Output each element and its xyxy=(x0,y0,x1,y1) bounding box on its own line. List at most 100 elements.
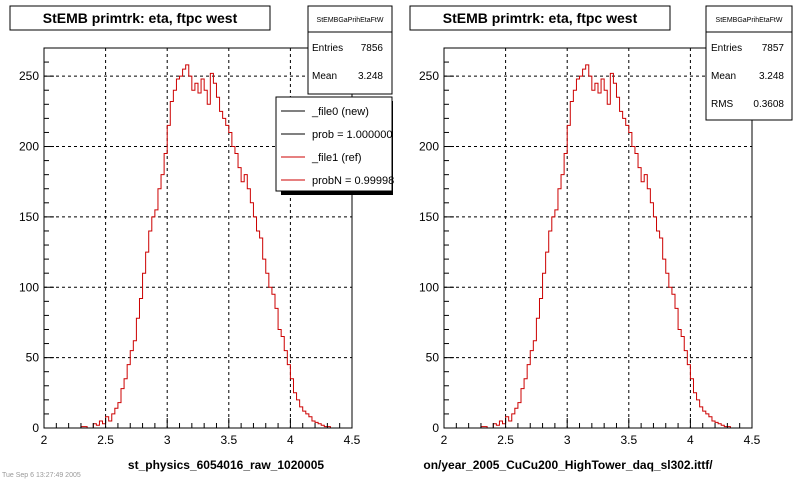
histogram-bin xyxy=(253,217,256,428)
histogram-bin xyxy=(250,203,253,428)
histogram-bin xyxy=(210,73,213,428)
histogram-bin xyxy=(263,259,266,428)
histogram-bin xyxy=(580,76,583,428)
histogram-bin xyxy=(260,238,263,428)
x-tick-label: 2.5 xyxy=(97,433,114,447)
stats-box xyxy=(307,5,393,95)
chart-title-box xyxy=(409,5,671,31)
histogram-bin xyxy=(589,76,592,428)
histogram-bin xyxy=(533,341,536,428)
stats-rms-value: 0.3608 xyxy=(753,99,784,110)
histogram-bin xyxy=(638,168,641,428)
histogram-bin xyxy=(238,168,241,428)
y-tick-label: 250 xyxy=(19,69,39,83)
footer-timestamp: Tue Sep 6 13:27:49 2005 xyxy=(2,472,81,479)
x-tick-label: 4.5 xyxy=(744,433,761,447)
x-tick-label: 4 xyxy=(287,433,294,447)
ticks-left xyxy=(43,47,353,429)
stats-entries-label: Entries xyxy=(312,43,343,54)
histogram-bin xyxy=(650,203,653,428)
x-tick-label: 3.5 xyxy=(220,433,237,447)
histogram-bin xyxy=(561,175,564,428)
histogram-bin xyxy=(133,341,136,428)
histogram-bin xyxy=(558,189,561,428)
x-axis-label: on/year_2005_CuCu200_HighTower_daq_sl302… xyxy=(423,458,713,472)
histogram-bin xyxy=(583,69,586,428)
stats-entries-value: 7856 xyxy=(361,43,384,54)
x-tick-label: 3 xyxy=(164,433,171,447)
histogram-bin xyxy=(586,65,589,428)
legend-entry: prob = 1.000000 xyxy=(312,129,392,141)
x-tick-label: 2.5 xyxy=(497,433,514,447)
x-tick-label: 4.5 xyxy=(344,433,361,447)
histogram-bin xyxy=(613,83,616,428)
histogram-pad-left: 2 2.5 3 3.5 4 4.5 0 50 100 150 200 250 s… xyxy=(9,5,394,472)
histogram-bin xyxy=(666,273,669,428)
y-tick-label: 100 xyxy=(19,280,39,294)
histogram-bin xyxy=(180,76,183,428)
histogram-bin xyxy=(207,104,210,428)
histogram-bin xyxy=(573,90,576,428)
histogram-bin xyxy=(220,111,223,428)
histogram-bin xyxy=(576,79,579,428)
histogram-left xyxy=(44,64,352,429)
histogram-bin xyxy=(509,421,512,428)
histogram-bin xyxy=(149,231,152,428)
histogram-bin xyxy=(192,90,195,428)
y-tick-label: 150 xyxy=(19,210,39,224)
stats-mean-value: 3.248 xyxy=(759,71,784,82)
y-tick-label: 250 xyxy=(419,69,439,83)
histogram-bin xyxy=(244,175,247,428)
histogram-bin xyxy=(641,182,644,428)
stats-entries-label: Entries xyxy=(711,43,742,54)
histogram-bin xyxy=(189,76,192,428)
histogram-bin xyxy=(620,111,623,428)
histogram-bin xyxy=(170,101,173,428)
ticks-right xyxy=(443,47,753,429)
histogram-bin xyxy=(623,118,626,428)
histogram-bin xyxy=(176,79,179,428)
chart-title: StEMB primtrk: eta, ftpc west xyxy=(43,10,238,26)
histogram-bin xyxy=(278,329,281,428)
stats-title: StEMBGaPrihEtaFtW xyxy=(716,17,783,24)
histogram-outline xyxy=(44,64,352,429)
stats-rms-label: RMS xyxy=(711,99,734,110)
histogram-bin xyxy=(570,101,573,428)
x-tick-label: 3.5 xyxy=(620,433,637,447)
histogram-right xyxy=(444,64,752,429)
histogram-bin xyxy=(161,175,164,428)
legend-box xyxy=(275,96,393,192)
x-tick-label: 3 xyxy=(564,433,571,447)
histogram-pad-right: 2 2.5 3 3.5 4 4.5 0 50 100 150 200 250 o… xyxy=(409,5,793,472)
histogram-bin xyxy=(595,83,598,428)
histogram-bin xyxy=(678,329,681,428)
histogram-bin xyxy=(663,259,666,428)
stats-mean-value: 3.248 xyxy=(358,71,383,82)
histogram-bin xyxy=(272,294,275,428)
histogram-bin xyxy=(213,83,216,428)
histogram-bin xyxy=(152,217,155,428)
stats-box xyxy=(705,5,793,121)
histogram-bin xyxy=(235,154,238,428)
histogram-bin xyxy=(204,90,207,428)
histogram-bin xyxy=(186,65,189,428)
stats-entries-value: 7857 xyxy=(762,43,785,54)
histogram-bin xyxy=(644,175,647,428)
legend-entry: probN = 0.99998 xyxy=(312,175,394,187)
histogram-bin xyxy=(257,231,260,428)
histogram-bin xyxy=(592,90,595,428)
histogram-bin xyxy=(660,238,663,428)
histogram-bin xyxy=(241,182,244,428)
histogram-bin xyxy=(647,189,650,428)
plot-frame-left xyxy=(43,47,353,429)
histogram-bin xyxy=(201,79,204,428)
histogram-bin xyxy=(195,83,198,428)
legend-entry: _file1 (ref) xyxy=(311,152,362,164)
stats-mean-label: Mean xyxy=(312,71,337,82)
histogram-bin xyxy=(146,252,149,428)
histogram-bin xyxy=(610,73,613,428)
histogram-bin xyxy=(549,231,552,428)
chart-title-box xyxy=(9,5,271,31)
x-tick-label: 4 xyxy=(687,433,694,447)
y-tick-label: 50 xyxy=(426,351,440,365)
